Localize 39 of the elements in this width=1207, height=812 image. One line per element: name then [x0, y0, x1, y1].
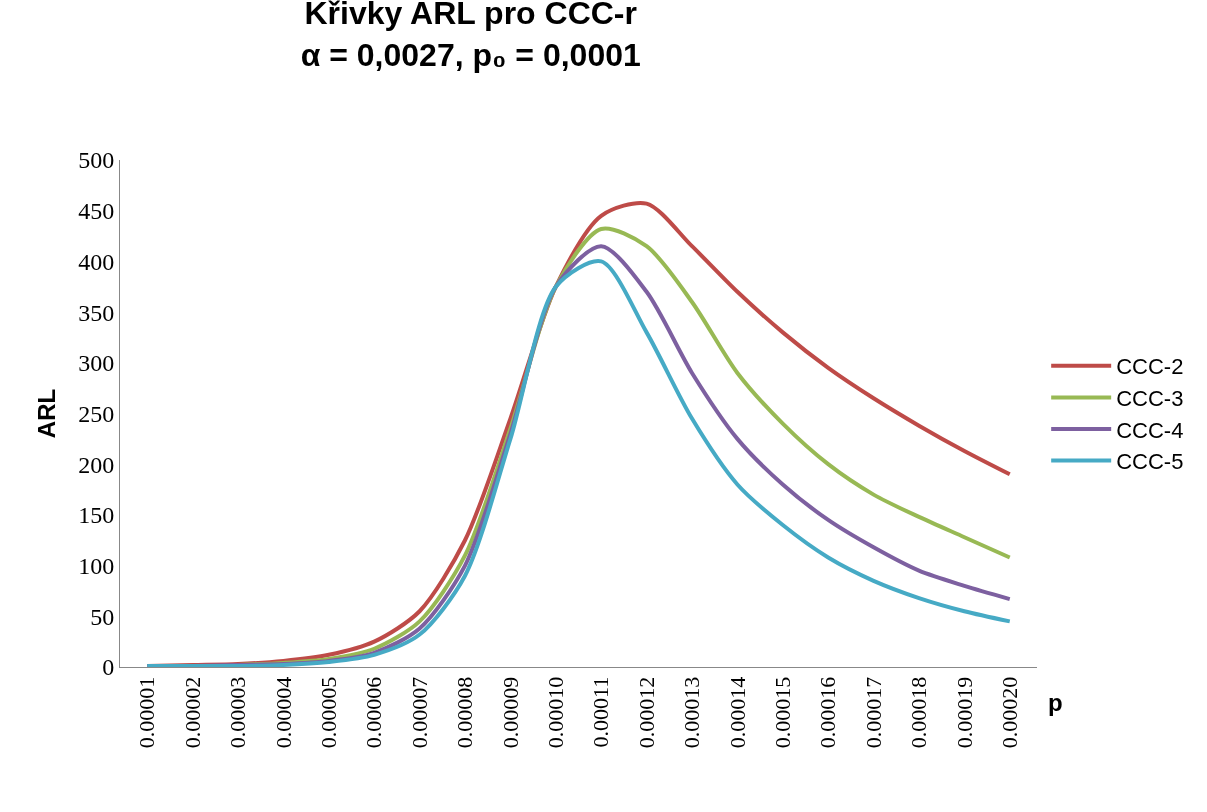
legend-label: CCC-3 [1116, 385, 1184, 411]
y-tick-label: 450 [78, 198, 115, 225]
x-tick-label: 0.00003 [225, 676, 251, 749]
x-tick-label: 0.00002 [179, 676, 205, 749]
x-tick-label: 0.00016 [815, 676, 841, 749]
y-axis-title: ARL [33, 388, 61, 439]
legend-label: CCC-5 [1116, 449, 1184, 475]
x-tick-label: 0.00007 [406, 676, 432, 749]
x-tick-label: 0.00012 [633, 676, 659, 749]
x-tick-label: 0.00001 [134, 676, 160, 749]
x-tick-label: 0.00008 [452, 676, 478, 749]
x-tick-label: 0.00017 [860, 676, 886, 749]
x-tick-label: 0.00019 [951, 676, 977, 749]
y-tick-label: 200 [78, 451, 115, 478]
y-tick-label: 500 [78, 147, 115, 174]
y-tick-label: 250 [78, 400, 115, 427]
chart-subtitle: α = 0,0027, p₀ = 0,0001 [300, 36, 641, 73]
y-tick-label: 300 [78, 350, 115, 377]
y-tick-label: 50 [90, 603, 115, 630]
x-tick-label: 0.00014 [724, 676, 750, 749]
legend-label: CCC-4 [1116, 417, 1184, 443]
x-axis-title: p [1048, 689, 1063, 716]
x-tick-label: 0.00004 [270, 676, 296, 749]
x-tick-label: 0.00015 [769, 676, 795, 749]
legend-label: CCC-2 [1116, 354, 1184, 380]
x-tick-label: 0.00010 [542, 676, 568, 749]
chart-title: Křivky ARL pro CCC-r [304, 0, 637, 32]
y-tick-label: 350 [78, 299, 115, 326]
x-tick-label: 0.00005 [315, 676, 341, 749]
x-tick-label: 0.00013 [679, 676, 705, 749]
x-tick-label: 0.00020 [996, 676, 1022, 749]
y-tick-label: 100 [78, 553, 115, 579]
x-tick-label: 0.00009 [497, 676, 523, 749]
x-tick-label: 0.00011 [588, 676, 614, 748]
y-tick-label: 0 [102, 654, 115, 681]
y-tick-label: 400 [78, 248, 115, 275]
y-tick-label: 150 [78, 502, 115, 529]
x-tick-label: 0.00018 [906, 676, 932, 749]
x-tick-label: 0.00006 [361, 676, 387, 749]
